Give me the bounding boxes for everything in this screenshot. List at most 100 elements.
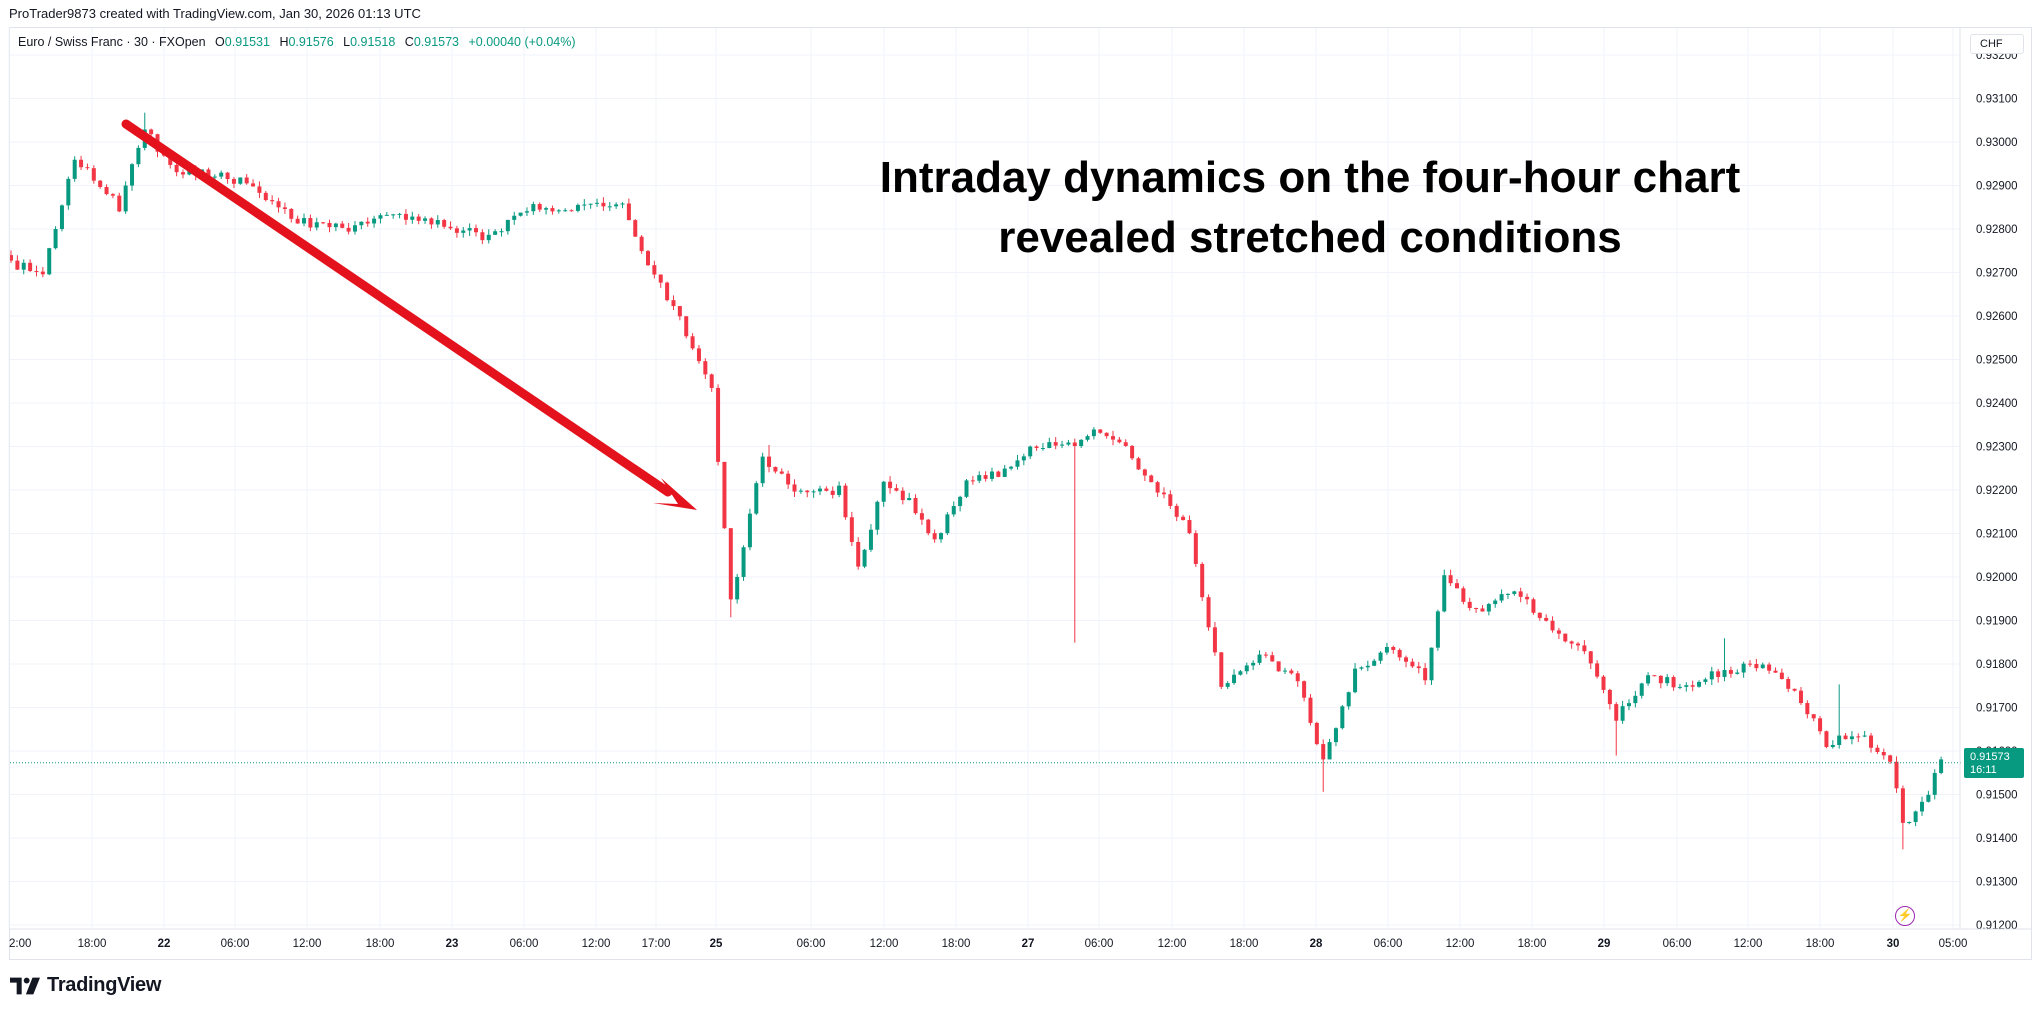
candle-body	[658, 274, 663, 283]
x-tick-label: 27	[1022, 938, 1035, 950]
candle-body	[1123, 442, 1128, 446]
candle-body	[1276, 661, 1281, 672]
candle-body	[1365, 665, 1370, 668]
candle-body	[805, 490, 810, 493]
candle-body	[1072, 442, 1077, 447]
candle-body	[1263, 654, 1268, 656]
candle-body	[607, 206, 612, 208]
candle-body	[1920, 801, 1924, 812]
candle-body	[1658, 675, 1663, 684]
x-tick-label: 12:00	[1734, 938, 1763, 950]
candle-body	[333, 223, 338, 228]
last-price-label: 0.91573 16:11	[1964, 747, 2024, 778]
candle-body	[21, 262, 26, 270]
grid	[8, 28, 1960, 928]
price-axis[interactable]: 0.932000.931000.930000.929000.928000.927…	[1959, 28, 2018, 932]
candle-body	[1741, 663, 1746, 673]
candle-body	[1690, 685, 1695, 687]
lightning-icon[interactable]: ⚡	[1895, 906, 1915, 926]
candle-body	[225, 172, 230, 180]
candle-body	[1053, 442, 1058, 446]
candle-body	[1028, 446, 1033, 457]
candle-body	[1569, 641, 1574, 644]
candle-body	[1066, 442, 1071, 445]
candle-body	[1837, 735, 1842, 745]
candle-body	[684, 316, 689, 337]
candle-body	[913, 497, 918, 514]
candle-body	[1467, 601, 1472, 608]
candle-body	[1448, 575, 1453, 584]
x-tick-label: 28	[1310, 938, 1323, 950]
x-tick-label: 06:00	[797, 938, 826, 950]
candle-body	[1913, 811, 1918, 823]
tradingview-branding[interactable]: TradingView	[10, 974, 161, 997]
candle-body	[837, 485, 842, 495]
candle-body	[314, 222, 319, 228]
time-axis[interactable]: 2:00 18:00 22 06:00 12:00 18:00 23 06:00 12:00 17…	[9, 928, 2032, 950]
currency-selector[interactable]: CHF	[1970, 34, 2024, 54]
y-tick-label: 0.92400	[1976, 398, 2018, 410]
candle-body	[531, 204, 536, 212]
candle-body	[257, 186, 262, 193]
candle-body	[703, 361, 708, 375]
x-tick-label: 18:00	[78, 938, 107, 950]
candle-body	[59, 205, 64, 230]
candle-body	[1563, 633, 1568, 642]
x-tick-label: 18:00	[1806, 938, 1835, 950]
candle-body	[1900, 788, 1905, 823]
candle-body	[28, 262, 33, 272]
candle-body	[1665, 677, 1670, 684]
candle-body	[1684, 685, 1689, 687]
symbol-info-bar[interactable]: Euro / Swiss Franc · 30 · FXOpen O0.9153…	[18, 35, 576, 49]
candle-body	[646, 251, 650, 266]
candle-body	[1735, 672, 1740, 674]
candle-body	[429, 218, 434, 225]
x-tick-label: 22	[158, 938, 171, 950]
low-label: L	[343, 35, 351, 49]
candle-body	[1404, 657, 1409, 662]
candle-body	[1295, 673, 1300, 682]
candle-body	[1576, 643, 1581, 646]
candle-body	[117, 195, 122, 212]
candle-body	[996, 471, 1001, 477]
candle-body	[149, 129, 154, 135]
candle-body	[1811, 714, 1816, 719]
candle-body	[1856, 736, 1861, 738]
candle-body	[110, 194, 115, 196]
candle-body	[983, 475, 988, 479]
candle-body	[1314, 722, 1319, 745]
candle-body	[1512, 591, 1517, 594]
candle-body	[359, 221, 364, 226]
symbol-name[interactable]: Euro / Swiss Franc · 30 · FXOpen	[18, 35, 206, 49]
y-tick-label: 0.92900	[1976, 181, 2018, 193]
candle-body	[1869, 735, 1874, 748]
x-tick-label: 18:00	[942, 938, 971, 950]
y-tick-label: 0.92500	[1976, 355, 2018, 367]
candle-body	[206, 169, 211, 177]
candles	[10, 112, 1944, 850]
candle-body	[231, 179, 236, 184]
candle-body	[1002, 468, 1007, 477]
candle-body	[875, 501, 880, 530]
candle-body	[1894, 761, 1899, 789]
candle-body	[716, 387, 721, 462]
last-price-value: 0.91573	[1970, 750, 2010, 763]
headline-annotation[interactable]: Intraday dynamics on the four-hour chart…	[860, 148, 1760, 268]
x-tick-label: 06:00	[1374, 938, 1403, 950]
candle-body	[1410, 661, 1415, 667]
candle-body	[1187, 520, 1192, 534]
candle-body	[614, 204, 619, 207]
candle-body	[40, 271, 45, 275]
candle-body	[321, 222, 326, 224]
candle-body	[1939, 759, 1944, 773]
candle-body	[1251, 662, 1256, 666]
candle-body	[1149, 475, 1154, 483]
trend-arrow[interactable]	[121, 119, 697, 510]
candle-body	[690, 336, 695, 349]
candle-body	[1754, 663, 1759, 669]
x-tick-label: 12:00	[870, 938, 899, 950]
candle-body	[1346, 692, 1351, 707]
candle-body	[798, 490, 803, 492]
candle-body	[270, 200, 275, 202]
